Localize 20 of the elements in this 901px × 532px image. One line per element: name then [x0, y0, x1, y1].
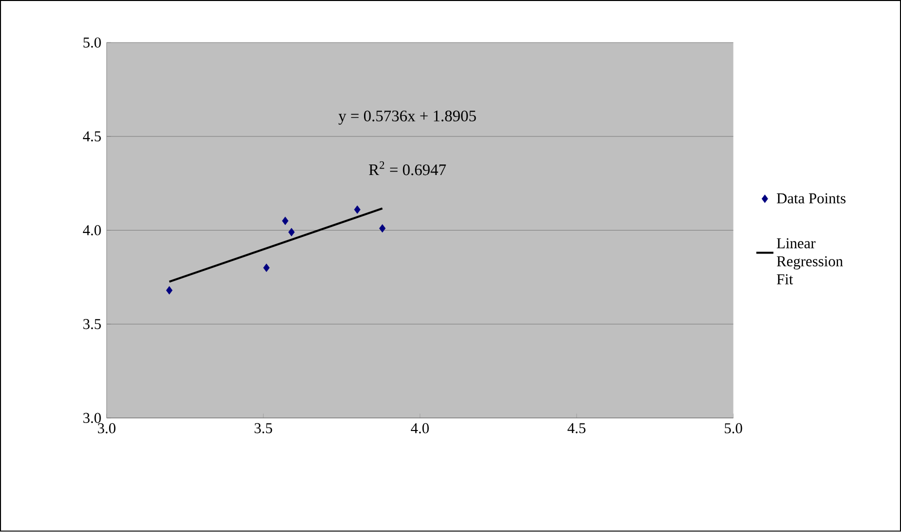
- x-tick-label: 4.5: [568, 423, 586, 434]
- point: [166, 286, 172, 295]
- legend-label: Linear Regression Fit: [776, 238, 843, 285]
- y-tick-label: 5.0: [84, 38, 101, 48]
- point: [263, 264, 270, 272]
- legend-label: Data Points: [776, 194, 846, 204]
- x-tick-label: 3.0: [98, 423, 116, 434]
- annotation: R$^{2}$ = 0.6947: [368, 162, 446, 176]
- annotation: y = 0.5736x + 1.8905: [338, 110, 476, 125]
- y-tick-label: 4.0: [82, 225, 101, 236]
- point: [288, 228, 295, 237]
- x-tick-label: 3.5: [254, 423, 272, 434]
- y-tick-label: 3.5: [83, 319, 101, 330]
- point: [282, 216, 288, 226]
- x-tick-label: 5.0: [724, 423, 742, 434]
- x-tick-label: 4.0: [410, 423, 429, 434]
- y-tick-label: 3.0: [83, 413, 101, 424]
- point: [354, 206, 361, 214]
- y-tick-label: 4.5: [82, 132, 101, 142]
- point: [379, 224, 386, 233]
